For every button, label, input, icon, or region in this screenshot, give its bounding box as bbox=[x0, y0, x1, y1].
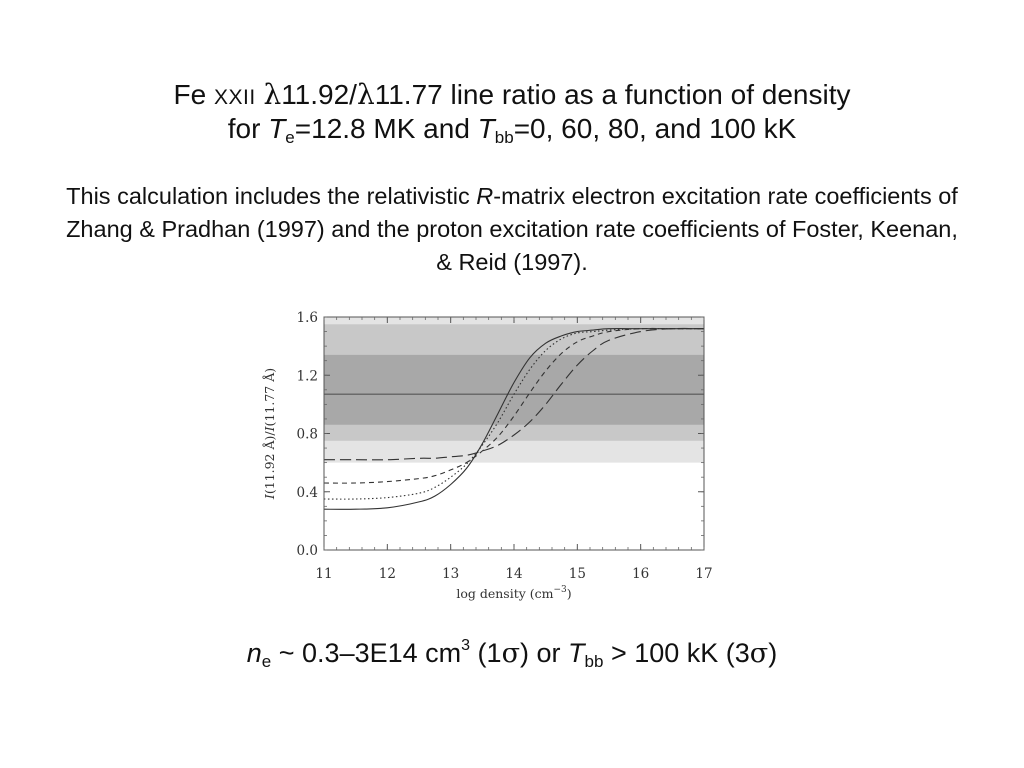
curves bbox=[323, 327, 705, 510]
x-tick-label: 14 bbox=[505, 566, 522, 582]
axis-ticks: 11 12 13 14 15 16 17 0.0 0.4 0.8 1.2 1.6 bbox=[297, 310, 713, 582]
y-tick-label: 1.6 bbox=[297, 310, 318, 326]
x-axis-label: log density (cm−3) bbox=[456, 585, 571, 601]
y-tick-label: 0.0 bbox=[297, 543, 318, 559]
curve-solid bbox=[323, 328, 704, 510]
x-tick-label: 15 bbox=[569, 566, 586, 582]
description-text: This calculation includes the relativist… bbox=[66, 183, 958, 275]
curve-dotted bbox=[323, 328, 704, 500]
y-tick-label: 1.2 bbox=[297, 368, 318, 384]
chart-svg: 11 12 13 14 15 16 17 0.0 0.4 0.8 1.2 1.6 I(11.92 Å)… bbox=[262, 310, 713, 601]
x-tick-label: 11 bbox=[315, 566, 332, 582]
page-title: Fe XXII λ11.92/λ11.77 line ratio as a fu… bbox=[0, 78, 1024, 146]
x-tick-label: 12 bbox=[379, 566, 396, 582]
y-tick-label: 0.8 bbox=[297, 427, 318, 443]
title-line-1: Fe XXII λ11.92/λ11.77 line ratio as a fu… bbox=[173, 78, 851, 111]
conclusion-text: ne ~ 0.3–3E14 cm3 (1σ) or Tbb > 100 kK (… bbox=[246, 637, 778, 671]
x-tick-label: 13 bbox=[442, 566, 459, 582]
y-tick-label: 0.4 bbox=[297, 485, 318, 501]
x-tick-label: 17 bbox=[695, 566, 712, 582]
curve-long-dash bbox=[324, 327, 705, 461]
sigma-bands bbox=[324, 317, 704, 463]
line-ratio-chart: 11 12 13 14 15 16 17 0.0 0.4 0.8 1.2 1.6 I(11.92 Å)… bbox=[244, 300, 724, 610]
x-tick-label: 16 bbox=[632, 566, 649, 582]
curve-short-dash bbox=[323, 327, 704, 484]
title-line-2: for Te=12.8 MK and Tbb=0, 60, 80, and 10… bbox=[227, 113, 797, 148]
band-1sigma bbox=[324, 354, 704, 425]
y-axis-label: I(11.92 Å)/I(11.77 Å) bbox=[262, 368, 277, 500]
